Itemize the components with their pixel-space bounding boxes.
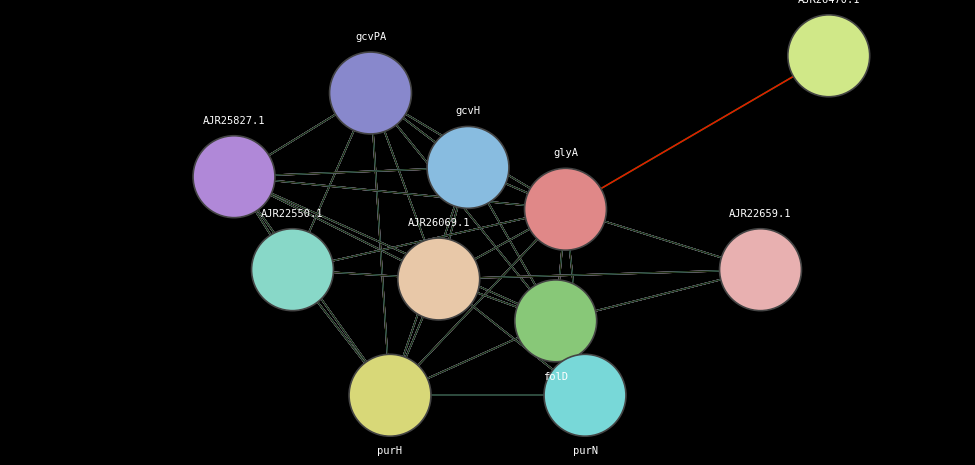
Text: AJR22550.1: AJR22550.1: [261, 208, 324, 219]
Ellipse shape: [788, 15, 870, 97]
Ellipse shape: [349, 354, 431, 436]
Text: AJR26470.1: AJR26470.1: [798, 0, 860, 5]
Text: AJR25827.1: AJR25827.1: [203, 115, 265, 126]
Text: AJR26069.1: AJR26069.1: [408, 218, 470, 228]
Ellipse shape: [330, 52, 411, 134]
Ellipse shape: [720, 229, 801, 311]
Ellipse shape: [398, 238, 480, 320]
Ellipse shape: [252, 229, 333, 311]
Text: folD: folD: [543, 372, 568, 382]
Text: purH: purH: [377, 446, 403, 457]
Ellipse shape: [544, 354, 626, 436]
Ellipse shape: [525, 168, 606, 250]
Text: gcvPA: gcvPA: [355, 32, 386, 42]
Text: AJR22659.1: AJR22659.1: [729, 208, 792, 219]
Text: gcvH: gcvH: [455, 106, 481, 116]
Text: purN: purN: [572, 446, 598, 457]
Ellipse shape: [515, 280, 597, 362]
Text: glyA: glyA: [553, 148, 578, 158]
Ellipse shape: [427, 126, 509, 208]
Ellipse shape: [193, 136, 275, 218]
